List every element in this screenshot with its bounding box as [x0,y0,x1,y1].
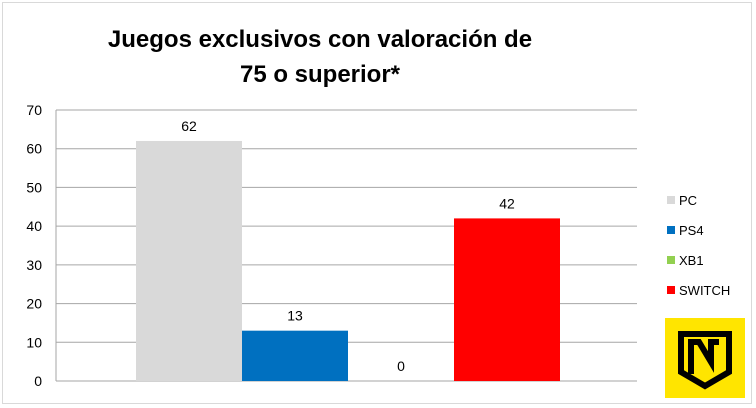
legend-label: SWITCH [679,283,730,298]
legend-label: PC [679,193,697,208]
bar-ps4 [242,330,348,381]
y-axis: 0 10 20 30 40 50 60 70 [26,102,57,389]
legend-swatch [667,196,675,204]
data-label: 0 [397,358,405,374]
n-logo-icon [678,331,732,390]
data-labels: 62 13 0 42 [181,118,515,374]
data-label: 42 [499,195,515,211]
legend-swatch [667,256,675,264]
y-tick-label: 0 [34,373,42,389]
bar-pc [136,140,242,381]
y-tick-label: 50 [26,179,42,195]
legend-swatch [667,226,675,234]
y-tick-label: 20 [26,296,42,312]
y-tick-label: 30 [26,257,42,273]
legend: PC PS4 XB1 SWITCH [667,193,730,298]
y-tick-label: 40 [26,218,42,234]
bars [136,140,560,381]
bar-switch [454,218,560,381]
data-label: 62 [181,118,197,134]
y-tick-label: 60 [26,141,42,157]
legend-label: XB1 [679,253,704,268]
y-tick-label: 70 [26,102,42,118]
brand-logo [665,318,745,398]
legend-swatch [667,286,675,294]
chart-frame [2,2,752,404]
y-tick-label: 10 [26,334,42,350]
chart-title: Juegos exclusivos con valoración de 75 o… [107,26,533,88]
legend-label: PS4 [679,223,704,238]
data-label: 13 [287,308,303,324]
